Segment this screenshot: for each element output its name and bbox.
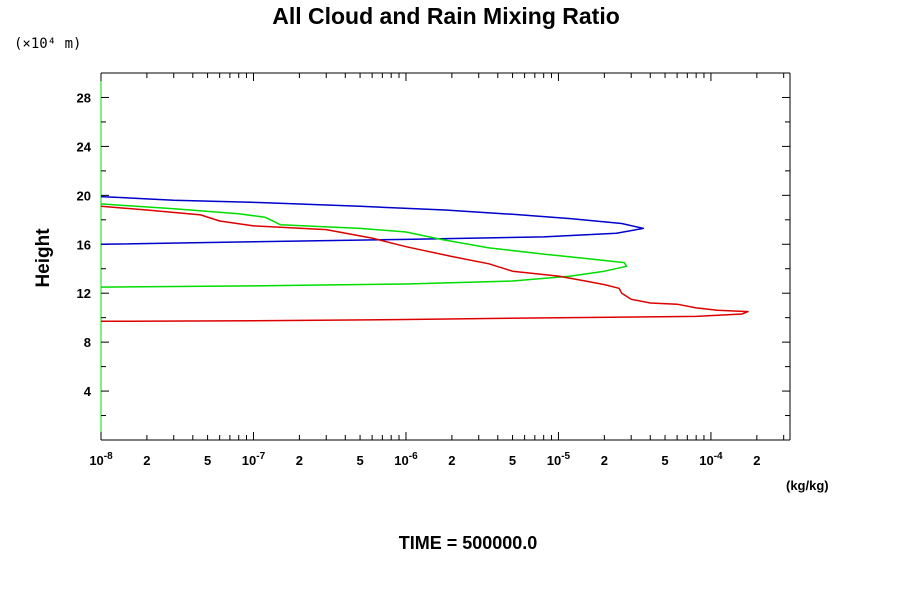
x-tick-label-minor: 2 [753, 453, 760, 468]
axis-ticks: 4 8 12 16 20 24 28 10-8 10-7 10-6 10-5 10-4 2 5 2 5 2 5 2 5… [77, 72, 790, 468]
chart-title: All Cloud and Rain Mixing Ratio [272, 3, 620, 29]
x-tick-label-major: 10-7 [242, 451, 266, 468]
y-tick-label: 4 [84, 384, 92, 399]
x-tick-label-major: 10-8 [89, 451, 113, 468]
y-tick-label: 12 [77, 286, 91, 301]
series-line-2 [100, 203, 628, 288]
y-tick-label: 8 [84, 335, 91, 350]
x-tick-label-minor: 2 [296, 453, 303, 468]
y-unit-label: (×10⁴ m) [14, 36, 81, 52]
x-tick-label-minor: 5 [661, 453, 668, 468]
x-tick-label-major: 10-4 [699, 451, 723, 468]
time-footer: TIME = 500000.0 [399, 533, 538, 553]
series-line-1 [100, 195, 645, 246]
y-tick-label: 20 [77, 188, 91, 203]
x-tick-label-minor: 2 [601, 453, 608, 468]
y-tick-label: 28 [77, 90, 91, 105]
y-tick-label: 16 [77, 237, 91, 252]
x-tick-label-minor: 5 [356, 453, 363, 468]
y-axis-label: Height [33, 228, 54, 288]
x-unit-label: (kg/kg) [786, 478, 829, 493]
x-tick-label-minor: 5 [509, 453, 516, 468]
y-tick-label: 24 [77, 139, 92, 154]
plot-area [100, 72, 791, 441]
x-tick-label-minor: 5 [204, 453, 211, 468]
x-tick-label-major: 10-6 [394, 451, 418, 468]
x-tick-label-minor: 2 [143, 453, 150, 468]
series-layer [100, 195, 749, 323]
x-tick-label-major: 10-5 [547, 451, 571, 468]
series-line-3 [100, 205, 749, 323]
x-tick-label-minor: 2 [448, 453, 455, 468]
